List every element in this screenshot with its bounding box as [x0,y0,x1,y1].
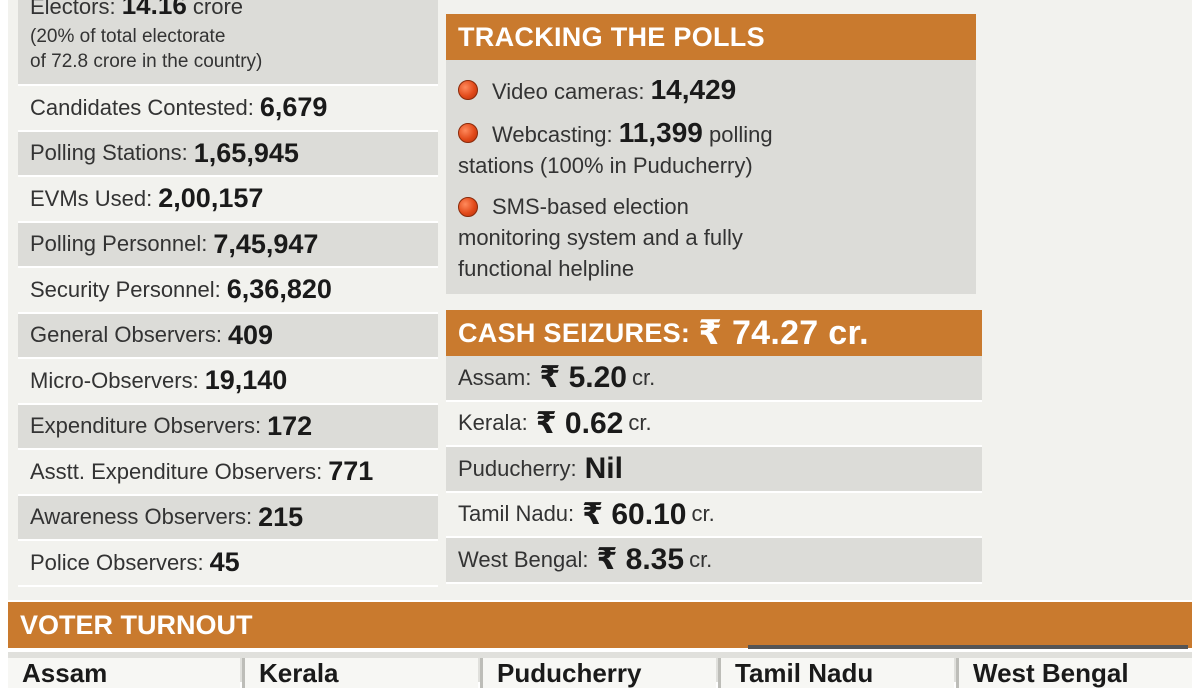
stat-row-security-personnel: Security Personnel: 6,36,820 [18,268,438,314]
turnout-divider [748,645,1188,649]
stat-label: Security Personnel: [30,276,221,302]
stat-row-candidates: Candidates Contested: 6,679 [18,86,438,132]
stat-row-polling-stations: Polling Stations: 1,65,945 [18,131,438,177]
turnout-cell-assam: Assam [8,658,240,688]
tracking-item-webcasting: Webcasting: 11,399 polling stations (100… [458,117,964,181]
stat-value: 771 [328,456,374,487]
cash-value: ₹ 5.20 [539,361,627,395]
cash-row-puducherry: Puducherry: Nil [446,447,982,493]
tracking-item-video-cameras: Video cameras: 14,429 [458,74,964,107]
stat-value: 19,140 [204,365,288,396]
bullet-dot-icon [458,80,478,100]
stat-label: Expenditure Observers: [30,413,262,439]
tracking-item-rest: monitoring system and a fully functional… [458,225,743,281]
turnout-cell-kerala: Kerala [242,658,478,688]
bullet-dot-icon [458,197,478,217]
cash-row-kerala: Kerala: ₹ 0.62 cr. [446,401,982,447]
cash-state: Puducherry: [458,455,577,481]
stat-row-expenditure-observers: Expenditure Observers: 172 [18,404,438,450]
cash-header: CASH SEIZURES: ₹ 74.27 cr. [446,310,982,356]
electors-note-line1: (20% of total electorate [30,26,226,47]
cash-value: ₹ 60.10 [582,497,687,531]
electors-note-line2: of 72.8 crore in the country) [30,51,263,72]
turnout-cell-west-bengal: West Bengal [956,658,1192,688]
tracking-item-label: Video cameras: [492,79,645,104]
stat-label: EVMs Used: [30,185,153,211]
stat-value: 2,00,157 [158,183,264,214]
tracking-item-suffix: polling [709,122,773,147]
stat-value: 1,65,945 [193,137,299,168]
stat-row-micro-observers: Micro-Observers: 19,140 [18,359,438,405]
bullet-dot-icon [458,123,478,143]
voter-turnout-strip: Assam Kerala Puducherry Tamil Nadu West … [8,652,1192,688]
cash-title: CASH SEIZURES: [458,317,691,348]
cash-row-west-bengal: West Bengal: ₹ 8.35 cr. [446,538,982,584]
tracking-item-sms: SMS-based election monitoring system and… [458,191,964,284]
tracking-header: TRACKING THE POLLS [446,14,976,60]
electors-box: Electors: 14.16 crore (20% of total elec… [18,0,438,86]
stat-row-asstt-expenditure-observers: Asstt. Expenditure Observers: 771 [18,450,438,496]
tracking-list: Video cameras: 14,429 Webcasting: 11,399… [446,60,976,284]
tracking-item-rest: stations (100% in Puducherry) [458,153,753,178]
electors-label: Electors: [30,0,116,19]
election-stats-column: Electors: 14.16 crore (20% of total elec… [18,0,438,587]
stat-label: Candidates Contested: [30,94,254,120]
cash-state: Kerala: [458,410,528,436]
cash-value: ₹ 0.62 [535,406,624,440]
voter-turnout-header: VOTER TURNOUT [8,602,1192,648]
stat-label: General Observers: [30,322,222,348]
cash-unit: cr. [628,410,652,436]
stat-value: 6,679 [259,92,328,123]
cash-state: Tamil Nadu: [458,501,575,527]
electors-line: Electors: 14.16 crore [30,0,243,21]
tracking-item-value: 11,399 [618,117,703,148]
stat-value: 409 [227,319,274,350]
cash-total: ₹ 74.27 cr. [698,314,869,352]
cash-unit: cr. [689,546,713,572]
stat-label: Asstt. Expenditure Observers: [30,458,323,484]
stat-row-police-observers: Police Observers: 45 [18,541,438,587]
stat-row-awareness-observers: Awareness Observers: 215 [18,495,438,541]
stat-row-general-observers: General Observers: 409 [18,313,438,359]
stat-value: 215 [258,501,304,532]
tracking-item-value: 14,429 [650,74,737,105]
stat-label: Awareness Observers: [30,504,253,530]
cash-unit: cr. [691,501,715,527]
stat-label: Polling Stations: [30,140,188,166]
cash-value: ₹ 8.35 [596,543,685,577]
stat-value: 45 [209,547,240,578]
electors-unit: crore [192,0,244,19]
electors-value: 14.16 [121,0,187,20]
cash-seizures-box: CASH SEIZURES: ₹ 74.27 cr. Assam: ₹ 5.20… [446,310,982,584]
cash-value: Nil [584,451,623,485]
cash-state: West Bengal: [458,546,589,572]
stat-label: Polling Personnel: [30,231,208,257]
stat-value: 6,36,820 [226,274,332,305]
turnout-cell-puducherry: Puducherry [480,658,716,688]
stat-label: Police Observers: [30,549,204,575]
tracking-item-label: Webcasting: [492,122,613,147]
stat-label: Micro-Observers: [30,367,199,393]
stat-value: 7,45,947 [213,228,319,259]
tracking-item-label: SMS-based election [492,194,689,219]
cash-state: Assam: [458,364,532,390]
tracking-the-polls-box: TRACKING THE POLLS Video cameras: 14,429… [446,14,976,294]
cash-row-assam: Assam: ₹ 5.20 cr. [446,356,982,402]
stat-row-polling-personnel: Polling Personnel: 7,45,947 [18,222,438,268]
cash-unit: cr. [631,364,656,390]
turnout-cell-tamil-nadu: Tamil Nadu [718,658,954,688]
electors-note: (20% of total electorate of 72.8 crore i… [30,24,262,74]
stat-value: 172 [267,410,313,441]
cash-row-tamil-nadu: Tamil Nadu: ₹ 60.10 cr. [446,492,982,538]
stat-row-evms: EVMs Used: 2,00,157 [18,177,438,223]
